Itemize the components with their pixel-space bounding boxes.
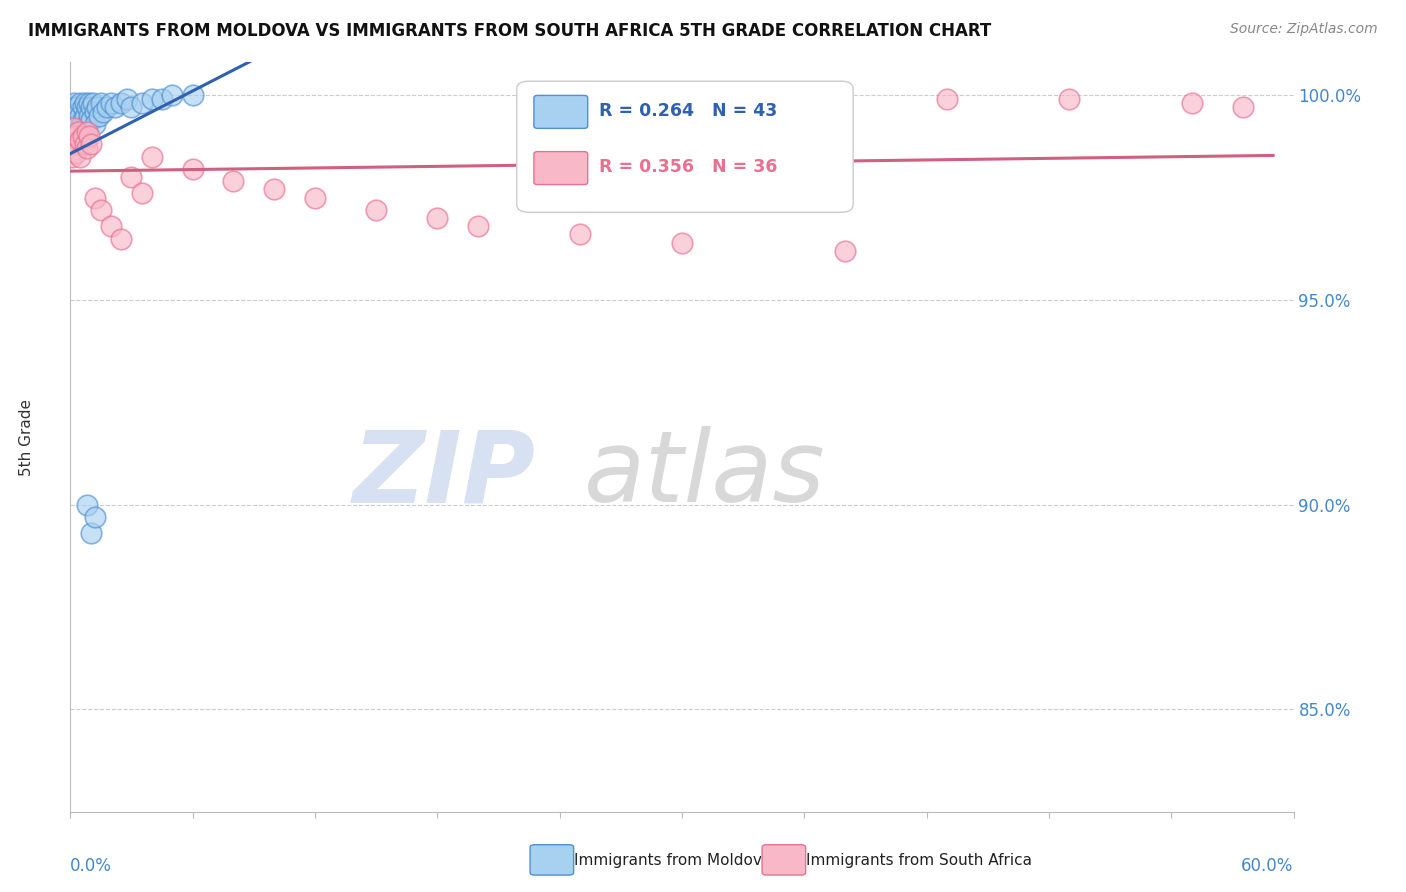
Point (110, 96, 132, 111)
FancyBboxPatch shape (534, 95, 588, 128)
Point (671, 235, 693, 250)
Text: IMMIGRANTS FROM MOLDOVA VS IMMIGRANTS FROM SOUTH AFRICA 5TH GRADE CORRELATION CH: IMMIGRANTS FROM MOLDOVA VS IMMIGRANTS FR… (28, 22, 991, 40)
Point (65, 129, 87, 144)
Point (83, 190, 105, 204)
Point (1057, 92, 1080, 106)
Point (60, 129, 83, 144)
Text: 0.0%: 0.0% (70, 856, 112, 875)
Point (150, 92, 173, 106)
Point (73, 96, 96, 111)
Point (304, 190, 326, 204)
Point (79, 112, 103, 127)
Text: Immigrants from Moldova: Immigrants from Moldova (574, 853, 770, 868)
Point (79, 100, 103, 114)
Point (76, 141, 98, 155)
Point (69, 120, 91, 135)
Point (141, 150, 163, 164)
Point (63, 120, 86, 135)
Point (82, 96, 104, 111)
Point (222, 174, 245, 188)
Point (77, 129, 100, 144)
Point (110, 231, 132, 245)
Point (76, 125, 98, 139)
Point (65, 112, 87, 127)
Point (100, 96, 122, 111)
Text: R = 0.356   N = 36: R = 0.356 N = 36 (599, 159, 778, 177)
Point (181, 161, 204, 176)
Point (117, 92, 139, 106)
Point (60, 100, 83, 114)
Point (69, 96, 91, 111)
Point (69, 109, 91, 123)
Point (96, 100, 118, 114)
Point (77, 96, 100, 111)
Text: ZIP: ZIP (352, 426, 536, 523)
Point (69, 150, 91, 164)
Point (87, 109, 110, 123)
Point (121, 170, 143, 185)
Point (131, 186, 153, 201)
Point (90, 96, 112, 111)
Point (181, 88, 204, 103)
Point (73, 137, 96, 152)
Point (83, 510, 105, 524)
Point (77, 109, 100, 123)
Point (131, 96, 153, 111)
Point (76, 117, 98, 131)
Point (100, 219, 122, 234)
Point (63, 109, 86, 123)
Point (162, 88, 183, 103)
FancyBboxPatch shape (517, 81, 853, 212)
Point (366, 202, 388, 217)
Point (467, 219, 489, 234)
Point (73, 109, 96, 123)
Point (86, 100, 108, 114)
Point (1181, 96, 1204, 111)
Point (568, 227, 592, 242)
Point (83, 104, 105, 119)
Text: Source: ZipAtlas.com: Source: ZipAtlas.com (1230, 22, 1378, 37)
Point (263, 182, 285, 196)
Point (91, 104, 114, 119)
Text: Immigrants from South Africa: Immigrants from South Africa (806, 853, 1032, 868)
Point (67, 104, 90, 119)
Point (936, 92, 959, 106)
Point (72, 129, 94, 144)
Point (76, 498, 98, 512)
Point (67, 117, 90, 131)
Point (69, 133, 91, 147)
Point (72, 100, 94, 114)
Point (83, 117, 105, 131)
Point (65, 145, 87, 160)
Point (79, 137, 103, 152)
Point (90, 202, 112, 217)
Point (63, 96, 86, 111)
Text: R = 0.264   N = 43: R = 0.264 N = 43 (599, 103, 778, 120)
Point (76, 100, 98, 114)
Point (426, 211, 449, 225)
Point (834, 244, 856, 258)
Text: 5th Grade: 5th Grade (18, 399, 34, 475)
Point (63, 137, 86, 152)
FancyBboxPatch shape (534, 152, 588, 185)
Point (67, 125, 90, 139)
Point (72, 112, 94, 127)
Text: atlas: atlas (583, 426, 825, 523)
Point (65, 125, 87, 139)
Point (60, 117, 83, 131)
Point (1232, 100, 1254, 114)
Point (121, 100, 143, 114)
Point (141, 92, 163, 106)
Point (79, 526, 103, 541)
Point (60, 150, 83, 164)
Text: 60.0%: 60.0% (1241, 856, 1294, 875)
Point (65, 100, 87, 114)
Point (104, 100, 127, 114)
